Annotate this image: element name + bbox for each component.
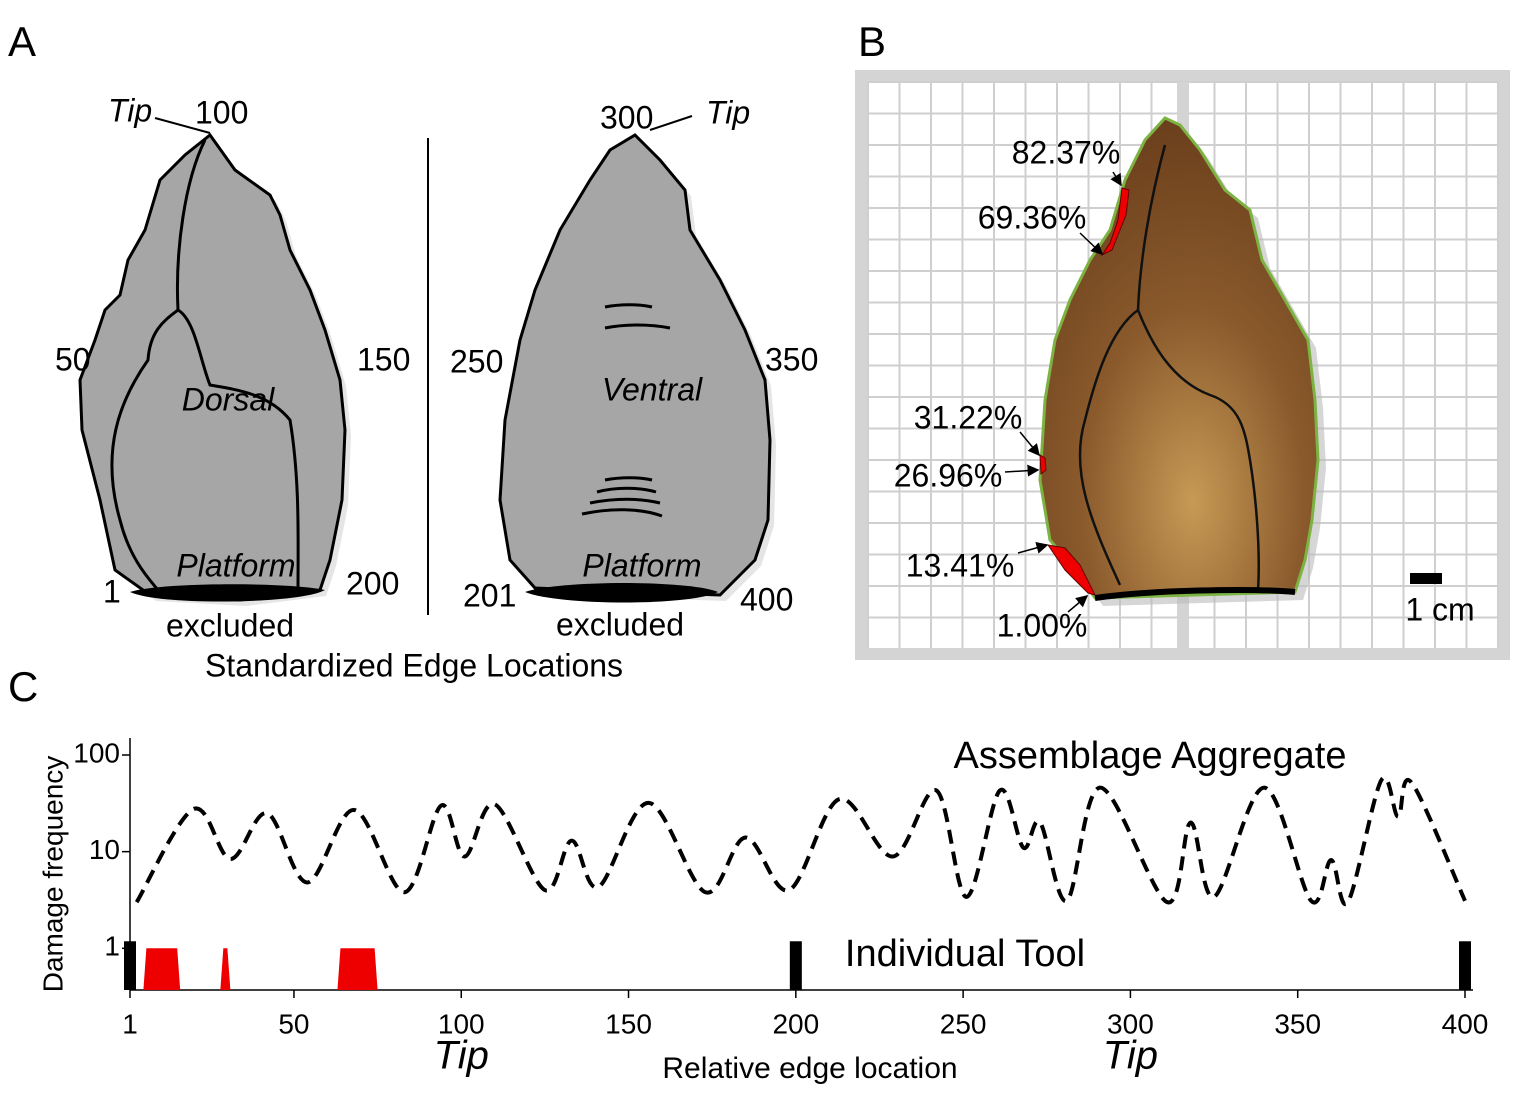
damage-label: 82.37% <box>1012 134 1121 170</box>
panel-letter: C <box>8 663 38 710</box>
tool-damage <box>220 948 231 990</box>
diagram-label: 300 <box>600 99 653 135</box>
diagram-label: Dorsal <box>182 381 275 417</box>
damage-area <box>1100 187 1130 257</box>
x-tick-label: 250 <box>940 1008 987 1039</box>
damage-arrow <box>1019 431 1040 457</box>
ventral-scar <box>596 486 657 494</box>
damage-arrow <box>1004 464 1040 477</box>
damage-arrow <box>1067 595 1089 613</box>
diagram-label: 1 <box>103 573 121 609</box>
ventral-scar <box>604 476 653 482</box>
diagram-label: 200 <box>346 565 399 601</box>
ridge <box>177 308 300 591</box>
stone-platform <box>1094 587 1296 601</box>
x-tick-label: 1 <box>122 1008 138 1039</box>
ventral-outline <box>498 133 772 597</box>
diagram-label: Platform <box>582 547 701 583</box>
excluded-bar <box>124 941 136 990</box>
platform <box>130 584 325 602</box>
diagram-label: 100 <box>195 94 248 130</box>
y-tick-label: 10 <box>89 834 120 865</box>
annotation: Tip <box>1103 1034 1158 1078</box>
damage-label: 1.00% <box>997 607 1088 643</box>
diagram-label: 50 <box>55 341 91 377</box>
x-tick-label: 350 <box>1274 1008 1321 1039</box>
damage-arrow <box>1017 542 1049 554</box>
damage-area <box>1039 454 1047 475</box>
x-tick-label: 300 <box>1107 1008 1154 1039</box>
diagram-label: excluded <box>556 606 684 642</box>
ridge <box>110 139 207 591</box>
tool-label: Individual Tool <box>845 933 1085 975</box>
series-label: Assemblage Aggregate <box>954 735 1347 777</box>
y-tick-label: 100 <box>73 737 120 768</box>
diagram-label: Tip <box>706 94 750 130</box>
leader <box>154 117 211 134</box>
scale-bar <box>1410 573 1442 584</box>
stone-ridge <box>1078 144 1167 586</box>
x-axis-label: Relative edge location <box>662 1052 957 1085</box>
ventral-scar <box>581 508 663 518</box>
y-axis-label: Damage frequency <box>37 756 68 993</box>
diagram-label: 150 <box>357 341 410 377</box>
excluded-bar <box>1459 941 1471 990</box>
ventral-scar <box>604 303 653 309</box>
damage-area <box>1046 544 1096 596</box>
panel-letter: A <box>8 18 36 65</box>
diagram-label: Platform <box>176 547 295 583</box>
tool-damage <box>337 948 378 990</box>
ventral-scar <box>589 497 661 505</box>
damage-label: 69.36% <box>978 199 1087 235</box>
panel-letter: B <box>858 18 886 65</box>
diagram-label: Tip <box>108 92 152 128</box>
platform <box>525 583 718 603</box>
tool-damage <box>143 948 181 990</box>
excluded-bar <box>789 941 802 990</box>
dorsal-outline <box>78 132 347 602</box>
diagram-label: 400 <box>740 581 793 617</box>
damage-label: 26.96% <box>894 457 1003 493</box>
x-tick-label: 400 <box>1442 1008 1489 1039</box>
x-tick-label: 100 <box>438 1008 485 1039</box>
scale-label: 1 cm <box>1405 591 1474 627</box>
stone-ridge <box>1136 309 1260 591</box>
diagram-label: 350 <box>765 341 818 377</box>
damage-arrow <box>1079 232 1104 256</box>
damage-label: 31.22% <box>914 399 1023 435</box>
diagram-label: Standardized Edge Locations <box>205 647 623 683</box>
series-line <box>134 775 1467 907</box>
leader <box>649 115 693 131</box>
annotation: Tip <box>434 1034 489 1078</box>
x-tick-label: 150 <box>605 1008 652 1039</box>
ventral-scar <box>604 323 671 330</box>
x-tick-label: 200 <box>772 1008 819 1039</box>
diagram-label: Ventral <box>602 371 703 407</box>
x-tick-label: 50 <box>278 1008 309 1039</box>
damage-arrow <box>1110 171 1122 187</box>
y-tick-label: 1 <box>104 931 120 962</box>
diagram-label: excluded <box>166 607 294 643</box>
diagram-label: 250 <box>450 343 503 379</box>
damage-label: 13.41% <box>906 547 1015 583</box>
diagram-label: 201 <box>463 577 516 613</box>
